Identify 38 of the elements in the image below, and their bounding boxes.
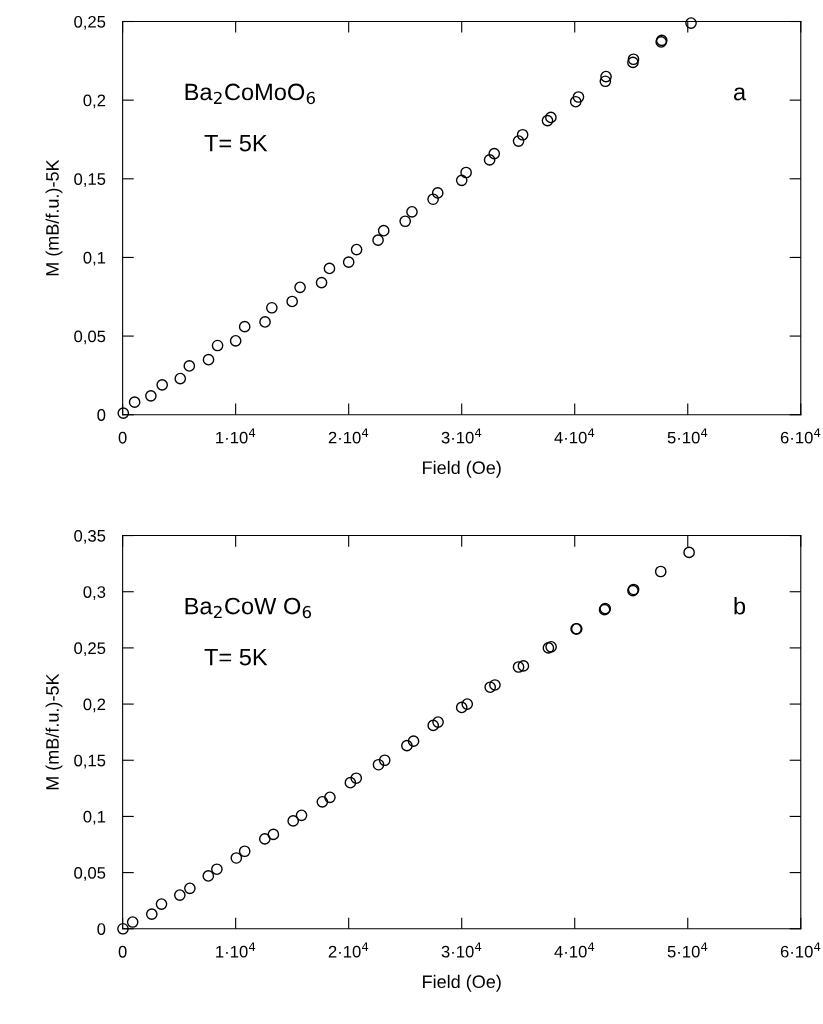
y-tick-label: 0,25 [74, 642, 106, 657]
x-tick-label: 5·10$^{4}$ [667, 428, 708, 444]
y-tick-label: 0,2 [83, 94, 106, 109]
y-tick-label: 0,3 [83, 586, 106, 600]
y-axis-title: M (mB/f.u.)-5K [45, 673, 63, 790]
y-tick-label: 0,35 [74, 529, 106, 544]
annotation: T= 5K [204, 649, 268, 666]
x-tick-label: 6·10$^{4}$ [780, 428, 821, 444]
y-tick-label: 0 [97, 409, 106, 421]
x-tick-label: 3·10$^{4}$ [441, 942, 482, 958]
y-tick-label: 0,25 [74, 15, 106, 30]
annotation: a [733, 87, 747, 101]
x-tick-label: 1·10$^{4}$ [216, 942, 256, 958]
x-tick-label: 4·10$^{4}$ [554, 942, 595, 958]
y-tick-label: 0,15 [74, 754, 106, 769]
annotation: T= 5K [204, 135, 268, 152]
x-tick-label: 0 [118, 431, 127, 444]
x-tick-label: 6·10$^{4}$ [780, 942, 821, 958]
x-axis-title: Field (Oe) [423, 974, 501, 992]
y-tick-label: 0,05 [74, 330, 106, 345]
x-tick-label: 1·10$^{4}$ [216, 428, 256, 444]
y-tick-label: 0,1 [83, 810, 106, 825]
x-tick-label: 2·10$^{4}$ [328, 942, 369, 958]
x-tick-label: 2·10$^{4}$ [328, 428, 369, 444]
y-tick-label: 0,05 [74, 867, 106, 881]
y-tick-label: 0,2 [83, 698, 106, 713]
y-tick-label: 0 [97, 923, 106, 935]
annotation: Ba$_{2}$CoW O$_{6}$ [185, 597, 312, 619]
y-axis-title: M (mB/f.u.)-5K [45, 159, 63, 276]
x-tick-label: 5·10$^{4}$ [667, 942, 708, 958]
annotation: Ba$_{2}$CoMoO$_{6}$ [185, 83, 315, 105]
y-tick-label: 0,1 [83, 251, 106, 266]
x-axis-title: Field (Oe) [423, 460, 501, 478]
x-tick-label: 4·10$^{4}$ [554, 428, 595, 444]
y-tick-label: 0,15 [74, 173, 106, 187]
x-tick-label: 3·10$^{4}$ [441, 428, 482, 444]
annotation: b [734, 597, 746, 615]
x-tick-label: 0 [118, 945, 127, 958]
